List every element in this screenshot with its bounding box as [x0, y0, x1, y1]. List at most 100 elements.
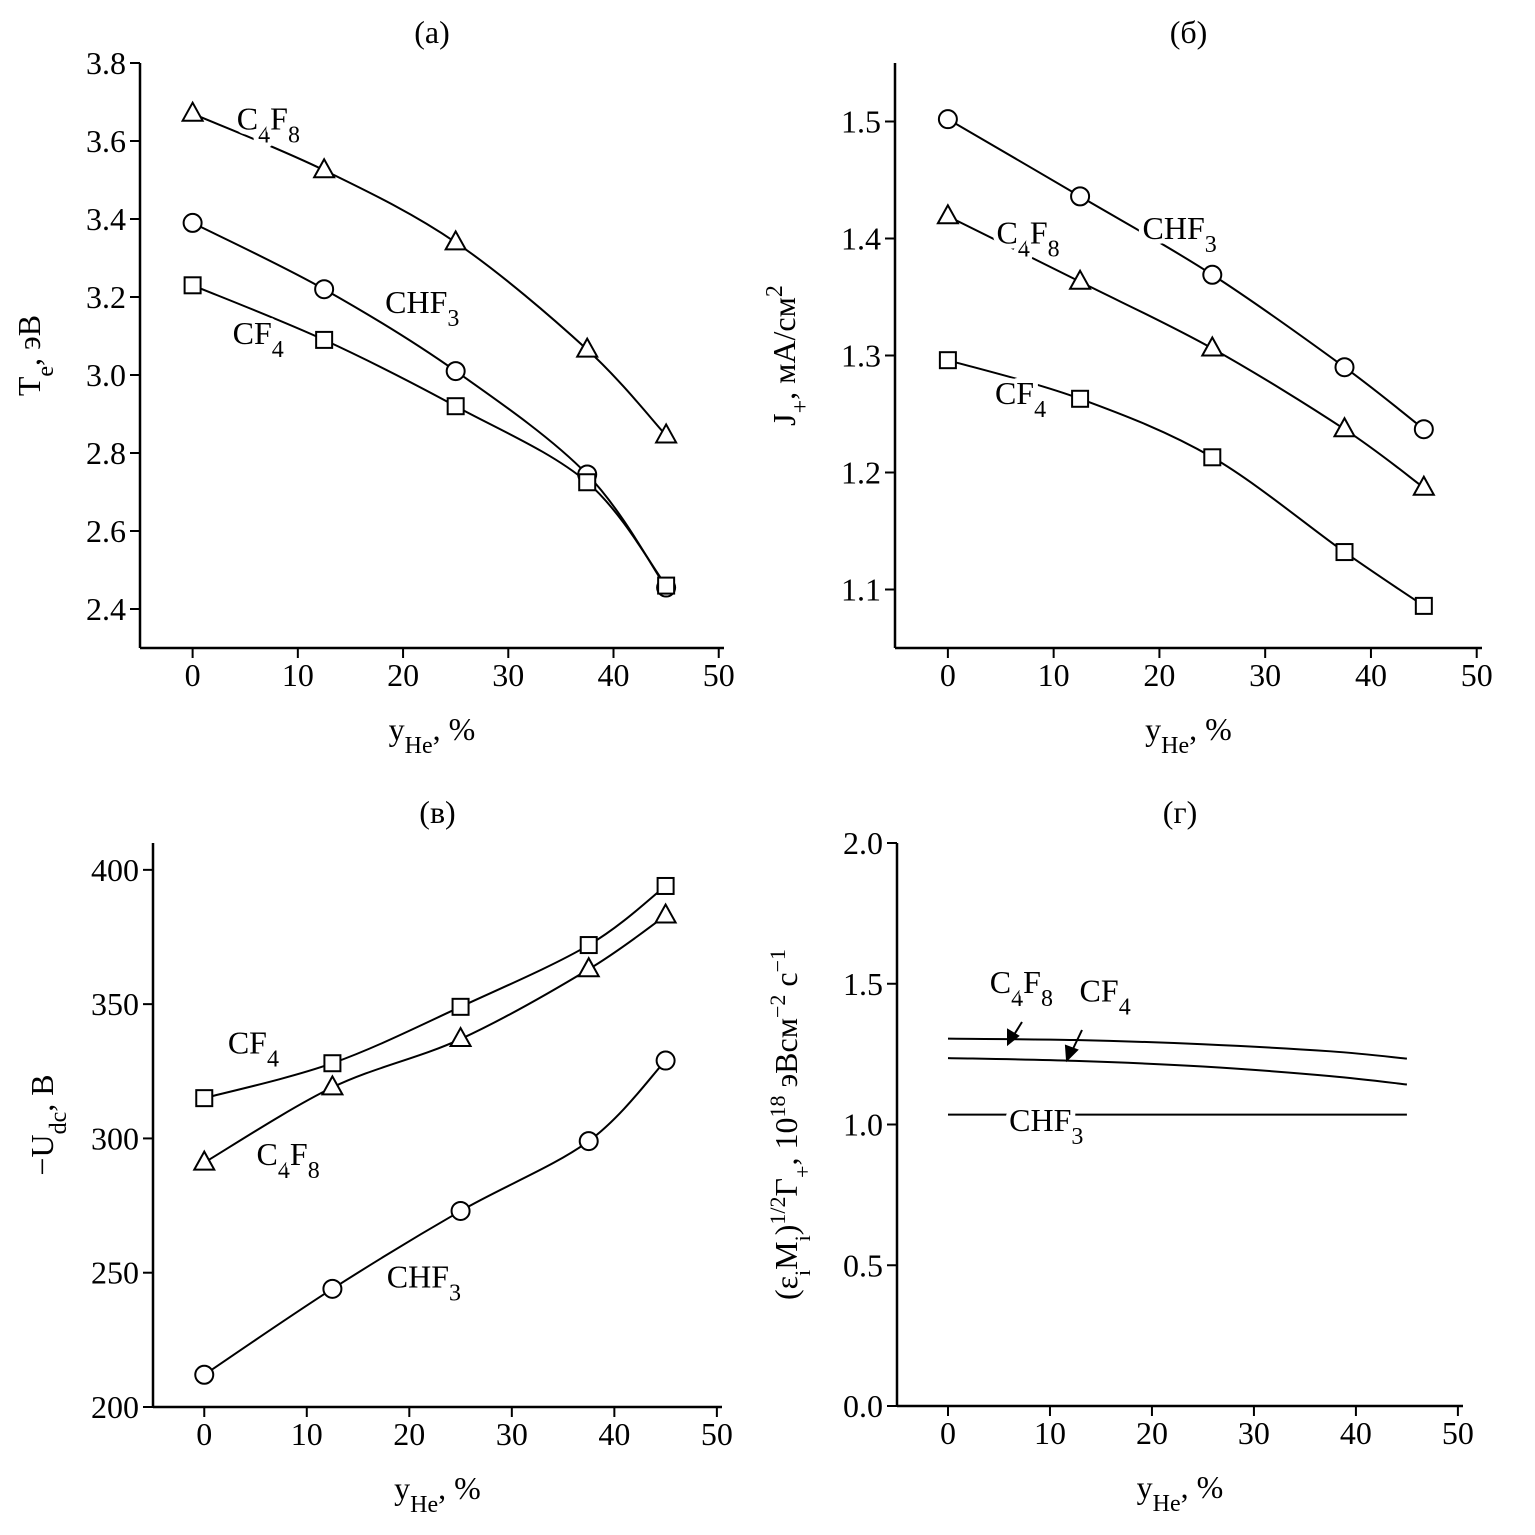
- y-axis-label: (εiMi)1/2Γ+, 1018 эВсм−2 с−1: [765, 949, 815, 1300]
- series-label: CHF3: [1142, 210, 1216, 258]
- label-part: Γ: [768, 1178, 804, 1197]
- marker: [446, 397, 465, 416]
- marker: [451, 997, 470, 1016]
- marker: [448, 1025, 473, 1048]
- marker: [1335, 543, 1354, 562]
- label-part: , 10: [768, 1118, 804, 1166]
- label-part: , %: [1189, 711, 1232, 747]
- marker: [180, 100, 205, 122]
- marker: [654, 422, 678, 444]
- y-tick-label: 2.6: [86, 513, 126, 549]
- y-tick-label: 3.6: [86, 123, 126, 159]
- label-part: He: [1161, 733, 1189, 759]
- series-label: CF4: [233, 315, 284, 363]
- panel-title: (в): [419, 794, 455, 830]
- panel-title: (б): [1170, 14, 1208, 50]
- panel-title: (а): [414, 14, 450, 50]
- label-part: , %: [433, 711, 476, 747]
- x-tick-label: 50: [1461, 657, 1493, 693]
- label-part: i: [790, 1270, 815, 1276]
- series-label: C4F8: [257, 1136, 320, 1184]
- y-tick-label: 300: [91, 1120, 139, 1156]
- label-part: He: [410, 1492, 438, 1518]
- marker: [182, 212, 203, 233]
- x-axis-label: yHe, %: [394, 1470, 481, 1518]
- marker: [1202, 264, 1223, 285]
- x-tick-label: 10: [1034, 1415, 1066, 1451]
- marker: [1068, 268, 1092, 290]
- x-tick-label: 50: [703, 657, 735, 693]
- label-part: y: [389, 711, 405, 747]
- arrow-head: [1007, 1028, 1020, 1047]
- label-part: , В: [24, 1074, 60, 1111]
- marker: [1071, 389, 1090, 408]
- x-tick-label: 10: [282, 657, 314, 693]
- y-tick-label: 0.0: [843, 1388, 883, 1424]
- y-tick-label: 3.2: [86, 279, 126, 315]
- y-axis-label: J+, мА/см2: [762, 285, 814, 426]
- label-part: e: [33, 366, 59, 377]
- marker: [192, 1149, 216, 1171]
- x-tick-label: 20: [393, 1416, 425, 1452]
- marker: [1070, 186, 1091, 207]
- marker: [656, 876, 675, 895]
- panel-title: (г): [1163, 794, 1197, 830]
- label-part: , мА/см: [766, 297, 802, 400]
- x-tick-label: 30: [492, 657, 524, 693]
- label-part: +: [788, 400, 814, 414]
- x-tick-label: 0: [196, 1416, 212, 1452]
- arrows: [1007, 1021, 1083, 1063]
- y-tick-label: 3.8: [86, 45, 126, 81]
- label-part: , %: [1181, 1469, 1224, 1505]
- label-part: dc: [46, 1112, 72, 1135]
- label-part: 2: [762, 285, 788, 297]
- marker: [577, 956, 601, 978]
- y-tick-label: 1.3: [841, 338, 881, 374]
- series-label: CHF3: [1009, 1102, 1083, 1150]
- marker: [578, 1131, 599, 1152]
- marker: [575, 336, 599, 358]
- marker: [183, 276, 202, 295]
- marker: [1200, 335, 1224, 357]
- marker: [443, 229, 468, 251]
- marker: [1412, 474, 1436, 496]
- marker: [1414, 596, 1433, 615]
- label-part: T: [11, 376, 47, 396]
- marker: [655, 1050, 676, 1071]
- x-tick-label: 50: [1442, 1415, 1474, 1451]
- marker: [1203, 448, 1222, 467]
- x-tick-label: 20: [1143, 657, 1175, 693]
- y-tick-label: 2.8: [86, 435, 126, 471]
- series-line: [947, 1037, 1408, 1060]
- y-tick-label: 0.5: [843, 1247, 883, 1283]
- label-part: i: [790, 1235, 815, 1241]
- marker: [1413, 419, 1434, 440]
- y-tick-label: 1.5: [843, 966, 883, 1002]
- x-axis-label: yHe, %: [389, 711, 476, 759]
- label-part: y: [394, 1470, 410, 1506]
- label-part: с: [768, 972, 804, 994]
- label-part: 1/2: [765, 1196, 790, 1224]
- x-tick-label: 20: [1136, 1415, 1168, 1451]
- y-tick-label: 3.0: [86, 357, 126, 393]
- series-label: CHF3: [387, 1258, 461, 1306]
- marker: [938, 351, 957, 370]
- x-tick-label: 0: [940, 657, 956, 693]
- y-tick-label: 2.4: [86, 591, 126, 627]
- label-part: y: [1145, 711, 1161, 747]
- marker: [315, 330, 334, 349]
- y-tick-label: 1.5: [841, 104, 881, 140]
- label-part: ): [768, 1225, 804, 1236]
- marker: [937, 109, 958, 130]
- y-axis-label: Te, эВ: [11, 315, 59, 396]
- x-tick-label: 0: [940, 1415, 956, 1451]
- x-tick-label: 30: [496, 1416, 528, 1452]
- y-tick-label: 2.0: [843, 825, 883, 861]
- y-tick-label: 200: [91, 1389, 139, 1425]
- label-part: y: [1137, 1469, 1153, 1505]
- label-part: He: [405, 733, 433, 759]
- panel: (в) 200 250 300 350 400 0 10 20 30 40 50 yHe, % −Udc,…: [24, 794, 733, 1518]
- y-tick-label: 250: [91, 1255, 139, 1291]
- marker: [323, 1054, 342, 1073]
